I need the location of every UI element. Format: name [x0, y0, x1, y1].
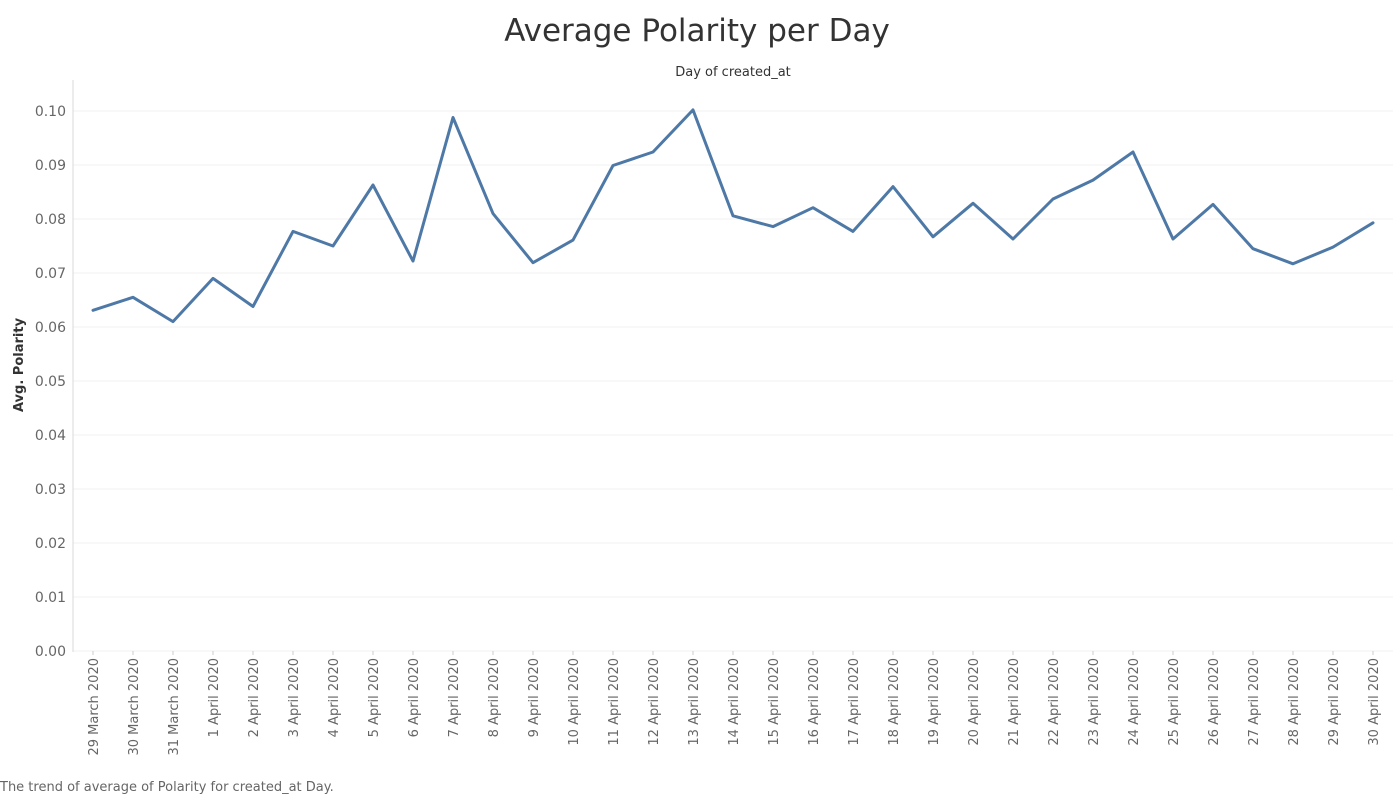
- x-tick-label: 7 April 2020: [447, 658, 462, 737]
- data-point[interactable]: [1047, 193, 1059, 205]
- x-tick-label: 30 March 2020: [127, 658, 142, 756]
- x-axis-title: Day of created_at: [675, 65, 791, 80]
- data-point[interactable]: [1247, 243, 1259, 255]
- x-tick-label: 14 April 2020: [727, 658, 742, 746]
- y-axis-ticks: 0.00 0.01 0.02 0.03 0.04 0.05 0.06 0.07 0.08 0.09…: [35, 104, 66, 660]
- data-point[interactable]: [967, 197, 979, 209]
- x-tick-label: 31 March 2020: [167, 658, 182, 756]
- x-tick-label: 10 April 2020: [567, 658, 582, 746]
- data-point[interactable]: [1167, 233, 1179, 245]
- x-tick-label: 12 April 2020: [647, 658, 662, 746]
- x-tick-label: 29 March 2020: [87, 658, 102, 756]
- data-point[interactable]: [527, 257, 539, 269]
- x-tick-label: 15 April 2020: [767, 658, 782, 746]
- data-point[interactable]: [927, 231, 939, 243]
- y-tick-label: 0.01: [35, 590, 66, 606]
- data-point[interactable]: [1207, 198, 1219, 210]
- gridlines: [73, 110, 1393, 652]
- data-point[interactable]: [287, 225, 299, 237]
- data-point[interactable]: [687, 104, 699, 116]
- x-tick-label: 20 April 2020: [967, 658, 982, 746]
- data-point[interactable]: [167, 316, 179, 328]
- x-tick-label: 3 April 2020: [287, 658, 302, 737]
- x-tick-label: 6 April 2020: [407, 658, 422, 737]
- y-tick-label: 0.05: [35, 374, 66, 390]
- data-point[interactable]: [607, 160, 619, 172]
- data-point[interactable]: [1327, 241, 1339, 253]
- x-tick-label: 1 April 2020: [207, 658, 222, 737]
- x-tick-label: 17 April 2020: [847, 658, 862, 746]
- y-tick-label: 0.02: [35, 536, 66, 552]
- data-point[interactable]: [247, 300, 259, 312]
- x-tick-label: 18 April 2020: [887, 658, 902, 746]
- data-point[interactable]: [1127, 146, 1139, 158]
- y-tick-label: 0.08: [35, 212, 66, 228]
- data-point[interactable]: [327, 240, 339, 252]
- x-tick-label: 5 April 2020: [367, 658, 382, 737]
- data-point[interactable]: [807, 202, 819, 214]
- data-point[interactable]: [87, 304, 99, 316]
- data-point[interactable]: [367, 179, 379, 191]
- x-axis-ticks: 29 March 2020 30 March 2020 31 March 2020 1…: [87, 651, 1382, 756]
- y-tick-label: 0.00: [35, 644, 66, 660]
- x-tick-label: 11 April 2020: [607, 658, 622, 746]
- data-point[interactable]: [447, 111, 459, 123]
- x-tick-label: 9 April 2020: [527, 658, 542, 737]
- x-tick-label: 13 April 2020: [687, 658, 702, 746]
- data-point[interactable]: [887, 181, 899, 193]
- data-point[interactable]: [487, 208, 499, 220]
- data-point[interactable]: [727, 210, 739, 222]
- data-point[interactable]: [1007, 233, 1019, 245]
- data-point[interactable]: [127, 291, 139, 303]
- x-tick-label: 27 April 2020: [1247, 658, 1262, 746]
- x-tick-label: 26 April 2020: [1207, 658, 1222, 746]
- x-tick-label: 28 April 2020: [1287, 658, 1302, 746]
- y-tick-label: 0.03: [35, 482, 66, 498]
- x-tick-label: 2 April 2020: [247, 658, 262, 737]
- x-tick-label: 21 April 2020: [1007, 658, 1022, 746]
- x-tick-label: 23 April 2020: [1087, 658, 1102, 746]
- chart-caption: The trend of average of Polarity for cre…: [0, 780, 334, 795]
- data-point[interactable]: [1367, 217, 1379, 229]
- chart-title: Average Polarity per Day: [504, 13, 890, 49]
- x-tick-label: 8 April 2020: [487, 658, 502, 737]
- y-tick-label: 0.06: [35, 320, 66, 336]
- x-tick-label: 29 April 2020: [1327, 658, 1342, 746]
- x-tick-label: 22 April 2020: [1047, 658, 1062, 746]
- series-line: [91, 108, 1375, 324]
- data-point[interactable]: [1087, 174, 1099, 186]
- series-layer: [87, 104, 1379, 328]
- x-tick-label: 24 April 2020: [1127, 658, 1142, 746]
- x-tick-label: 30 April 2020: [1367, 658, 1382, 746]
- data-point[interactable]: [767, 221, 779, 233]
- x-tick-label: 25 April 2020: [1167, 658, 1182, 746]
- data-point[interactable]: [847, 225, 859, 237]
- y-axis-title: Avg. Polarity: [12, 317, 27, 412]
- y-tick-label: 0.10: [35, 104, 66, 120]
- y-tick-label: 0.09: [35, 158, 66, 174]
- x-tick-label: 16 April 2020: [807, 658, 822, 746]
- data-point[interactable]: [647, 146, 659, 158]
- data-point[interactable]: [407, 255, 419, 267]
- y-tick-label: 0.07: [35, 266, 66, 282]
- x-tick-label: 4 April 2020: [327, 658, 342, 737]
- data-point[interactable]: [1287, 258, 1299, 270]
- y-tick-label: 0.04: [35, 428, 66, 444]
- data-point[interactable]: [207, 272, 219, 284]
- x-tick-label: 19 April 2020: [927, 658, 942, 746]
- data-point[interactable]: [567, 234, 579, 246]
